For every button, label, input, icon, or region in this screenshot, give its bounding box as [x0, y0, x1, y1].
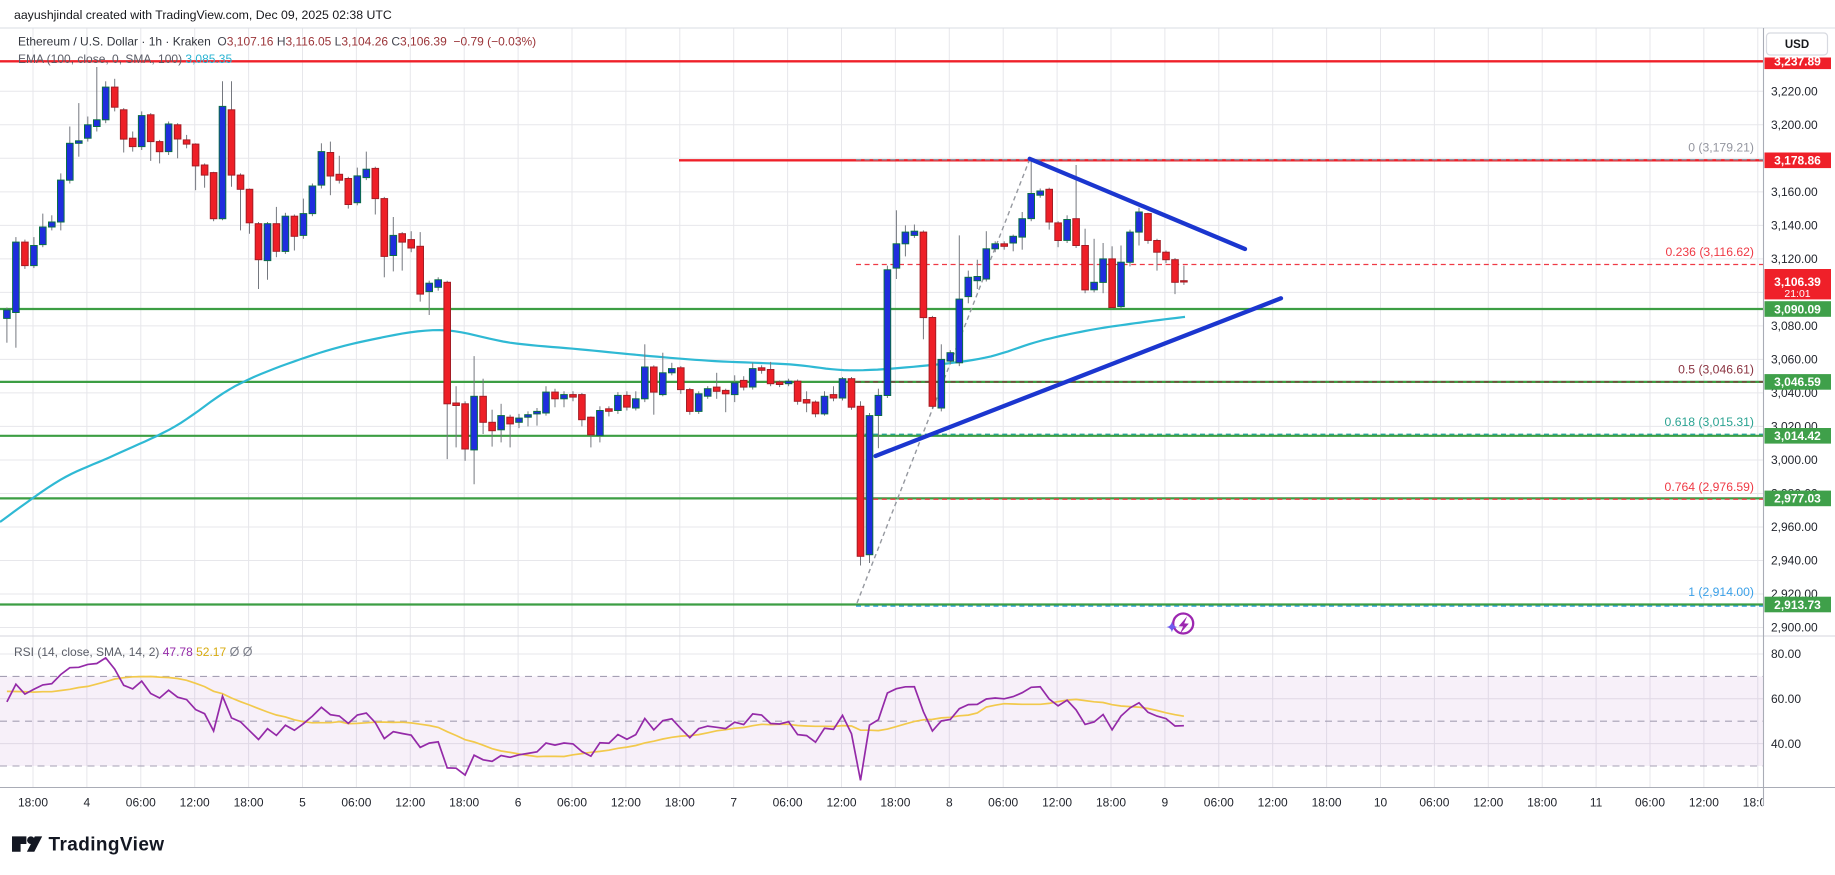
svg-text:5: 5: [299, 796, 306, 810]
svg-text:EMA (100, close, 0, SMA, 100): EMA (100, close, 0, SMA, 100) 3,085.35: [18, 52, 232, 66]
svg-text:6: 6: [515, 796, 522, 810]
svg-text:9: 9: [1162, 796, 1169, 810]
svg-text:18:00: 18:00: [1743, 796, 1773, 810]
svg-text:12:00: 12:00: [611, 796, 641, 810]
svg-text:2,960.00: 2,960.00: [1771, 520, 1818, 534]
svg-text:18:00: 18:00: [1096, 796, 1126, 810]
svg-text:3,200.00: 3,200.00: [1771, 118, 1818, 132]
svg-text:18:00: 18:00: [1312, 796, 1342, 810]
svg-text:3,000.00: 3,000.00: [1771, 453, 1818, 467]
svg-text:3,046.59: 3,046.59: [1774, 375, 1821, 389]
svg-text:12:00: 12:00: [1258, 796, 1288, 810]
svg-text:0.764 (2,976.59): 0.764 (2,976.59): [1665, 480, 1754, 494]
svg-text:60.00: 60.00: [1771, 692, 1801, 706]
svg-text:0.618 (3,015.31): 0.618 (3,015.31): [1665, 415, 1754, 429]
svg-text:0.5 (3,046.61): 0.5 (3,046.61): [1678, 363, 1754, 377]
svg-text:1 (2,914.00): 1 (2,914.00): [1688, 585, 1754, 599]
svg-text:18:00: 18:00: [665, 796, 695, 810]
svg-text:3,106.39: 3,106.39: [1774, 275, 1821, 289]
svg-text:12:00: 12:00: [395, 796, 425, 810]
svg-text:06:00: 06:00: [773, 796, 803, 810]
svg-text:3,140.00: 3,140.00: [1771, 219, 1818, 233]
svg-text:aayushjindal created with Trad: aayushjindal created with TradingView.co…: [14, 8, 392, 22]
svg-text:3,237.89: 3,237.89: [1774, 55, 1821, 69]
svg-text:RSI (14, close, SMA, 14, 2) 47: RSI (14, close, SMA, 14, 2) 47.78 52.17 …: [14, 645, 253, 659]
svg-text:2,913.73: 2,913.73: [1774, 598, 1821, 612]
svg-text:7: 7: [730, 796, 737, 810]
svg-text:TradingView: TradingView: [49, 835, 165, 856]
svg-text:18:00: 18:00: [880, 796, 910, 810]
svg-text:3,080.00: 3,080.00: [1771, 319, 1818, 333]
svg-text:2,977.03: 2,977.03: [1774, 492, 1821, 506]
svg-text:8: 8: [946, 796, 953, 810]
svg-text:3,060.00: 3,060.00: [1771, 353, 1818, 367]
svg-text:3,160.00: 3,160.00: [1771, 185, 1818, 199]
svg-text:0.236 (3,116.62): 0.236 (3,116.62): [1665, 245, 1754, 259]
svg-text:18:00: 18:00: [18, 796, 48, 810]
svg-text:11: 11: [1590, 796, 1603, 810]
svg-text:06:00: 06:00: [126, 796, 156, 810]
svg-text:12:00: 12:00: [1473, 796, 1503, 810]
svg-text:3,178.86: 3,178.86: [1774, 154, 1821, 168]
svg-text:18:00: 18:00: [1527, 796, 1557, 810]
svg-text:06:00: 06:00: [341, 796, 371, 810]
svg-text:18:00: 18:00: [234, 796, 264, 810]
svg-text:18:00: 18:00: [449, 796, 479, 810]
svg-text:06:00: 06:00: [988, 796, 1018, 810]
svg-text:3,014.42: 3,014.42: [1774, 429, 1821, 443]
svg-text:3,120.00: 3,120.00: [1771, 252, 1818, 266]
svg-text:40.00: 40.00: [1771, 737, 1801, 751]
svg-text:3,220.00: 3,220.00: [1771, 85, 1818, 99]
svg-text:2,940.00: 2,940.00: [1771, 554, 1818, 568]
svg-text:06:00: 06:00: [557, 796, 587, 810]
svg-text:0 (3,179.21): 0 (3,179.21): [1688, 140, 1754, 154]
svg-text:USD: USD: [1785, 39, 1809, 51]
svg-text:06:00: 06:00: [1419, 796, 1449, 810]
svg-text:Ethereum / U.S. Dollar · 1h ·: Ethereum / U.S. Dollar · 1h · Kraken O3,…: [18, 35, 536, 49]
svg-text:12:00: 12:00: [1042, 796, 1072, 810]
svg-text:21:01: 21:01: [1784, 288, 1810, 300]
svg-text:12:00: 12:00: [180, 796, 210, 810]
svg-text:10: 10: [1374, 796, 1388, 810]
svg-text:3,090.09: 3,090.09: [1774, 302, 1821, 316]
svg-text:80.00: 80.00: [1771, 647, 1801, 661]
svg-text:12:00: 12:00: [1689, 796, 1719, 810]
svg-text:12:00: 12:00: [826, 796, 856, 810]
svg-text:2,900.00: 2,900.00: [1771, 621, 1818, 635]
svg-text:06:00: 06:00: [1204, 796, 1234, 810]
svg-text:4: 4: [84, 796, 91, 810]
svg-text:06:00: 06:00: [1635, 796, 1665, 810]
